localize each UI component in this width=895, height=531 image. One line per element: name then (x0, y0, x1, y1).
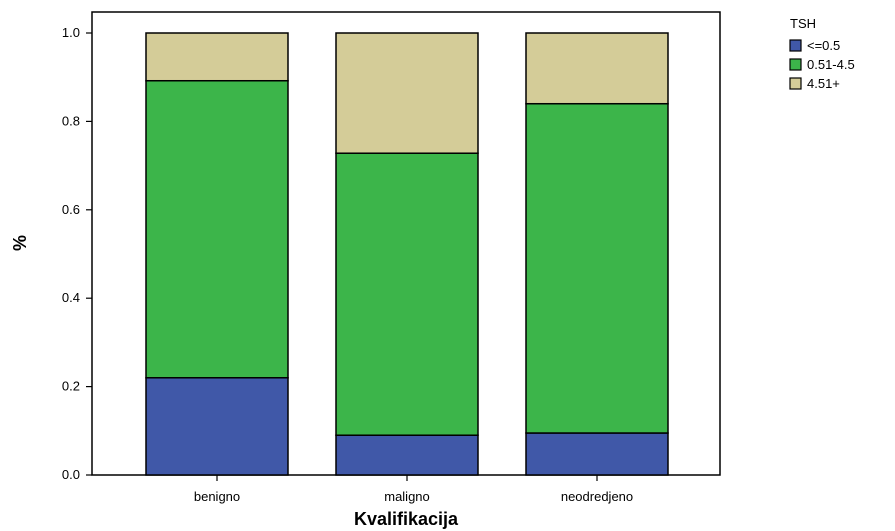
x-tick-label-maligno: maligno (384, 489, 430, 504)
legend-swatch-0 (789, 39, 802, 52)
x-tick-label-neodredjeno: neodredjeno (561, 489, 633, 504)
legend-title: TSH (790, 16, 816, 31)
legend-label-0: <=0.5 (807, 38, 840, 53)
bar-segment-benigno-1 (145, 79, 289, 379)
bar-segment-maligno-1 (335, 152, 479, 436)
y-tick-label: 1.0 (62, 25, 80, 40)
legend-label-1: 0.51-4.5 (807, 57, 855, 72)
y-axis: 0.0 0.2 0.4 0.6 0.8 1.0 (62, 25, 92, 482)
x-axis: benigno maligno neodredjeno (194, 475, 633, 504)
x-axis-title: Kvalifikacija (354, 509, 459, 529)
y-tick-label: 0.8 (62, 113, 80, 128)
y-tick-label: 0.6 (62, 202, 80, 217)
x-tick-label-benigno: benigno (194, 489, 240, 504)
y-tick-label: 0.4 (62, 290, 80, 305)
bar-segment-benigno-2 (145, 32, 289, 82)
bar-segment-neodredjeno-1 (525, 102, 669, 434)
legend-swatch-1 (789, 58, 802, 71)
bar-segment-neodredjeno-2 (525, 32, 669, 105)
bar-segment-maligno-0 (335, 434, 479, 476)
bar-segment-neodredjeno-0 (525, 432, 669, 476)
legend-swatch-2 (789, 77, 802, 90)
legend: TSH <=0.5 0.51-4.5 4.51+ (789, 16, 855, 91)
y-axis-title: % (10, 235, 30, 251)
legend-label-2: 4.51+ (807, 76, 840, 91)
bar-segment-benigno-0 (145, 377, 289, 476)
y-tick-label: 0.2 (62, 379, 80, 394)
bar-segment-maligno-2 (335, 32, 479, 154)
bars (145, 32, 669, 476)
y-tick-label: 0.0 (62, 467, 80, 482)
